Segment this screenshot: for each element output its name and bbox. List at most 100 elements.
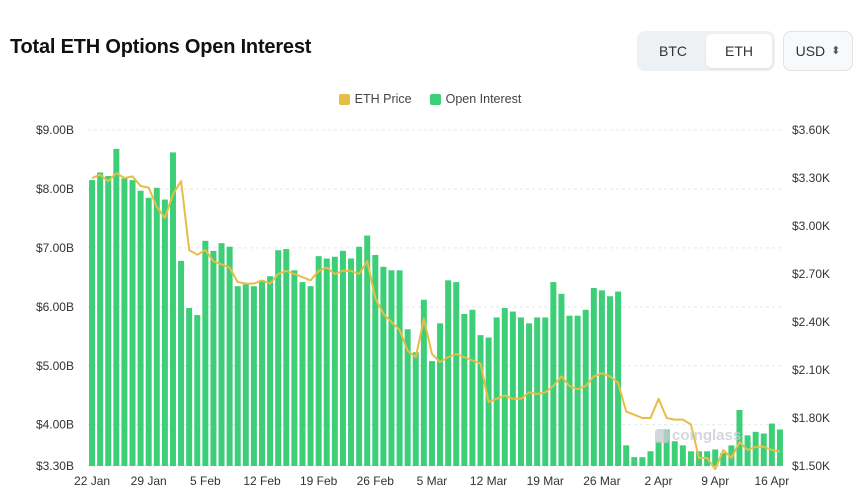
oi-bar xyxy=(356,246,363,466)
oi-bar xyxy=(145,197,152,466)
oi-bar xyxy=(291,270,298,466)
legend-label-price: ETH Price xyxy=(354,92,412,106)
legend-item-open-interest[interactable]: Open Interest xyxy=(429,92,522,106)
oi-bar xyxy=(736,410,743,466)
oi-bar xyxy=(517,317,524,466)
oi-bar xyxy=(186,308,193,466)
y-right-tick-label: $3.30K xyxy=(792,171,830,185)
page-title: Total ETH Options Open Interest xyxy=(10,36,312,58)
chevron-up-down-icon: ⬍ xyxy=(831,44,841,57)
oi-bar xyxy=(267,276,274,466)
currency-select[interactable]: USD ⬍ xyxy=(783,31,853,71)
coinglass-logo-icon xyxy=(655,428,669,443)
legend-item-price[interactable]: ETH Price xyxy=(338,92,412,106)
oi-bar xyxy=(615,291,622,466)
watermark-text: coinglass xyxy=(672,427,742,444)
oi-bar xyxy=(275,250,282,466)
oi-bar xyxy=(558,293,565,466)
y-left-tick-label: $8.00B xyxy=(36,182,74,196)
oi-bar xyxy=(574,315,581,466)
oi-bar xyxy=(534,317,541,466)
y-left-tick-label: $4.00B xyxy=(36,418,74,432)
oi-bar xyxy=(331,256,338,466)
oi-bar xyxy=(372,254,379,466)
y-right-tick-label: $2.40K xyxy=(792,315,830,329)
y-left-tick-label: $7.00B xyxy=(36,241,74,255)
oi-bar xyxy=(493,317,500,466)
legend-swatch-open-interest xyxy=(429,93,441,105)
x-tick-label: 26 Mar xyxy=(583,474,620,488)
oi-bar xyxy=(194,315,201,466)
oi-bar xyxy=(461,313,468,466)
tab-btc[interactable]: BTC xyxy=(659,43,687,59)
oi-bar xyxy=(404,329,411,466)
oi-bar xyxy=(380,266,387,466)
y-right-tick-label: $2.70K xyxy=(792,267,830,281)
oi-bar xyxy=(639,457,646,466)
y-left-tick-label: $5.00B xyxy=(36,359,74,373)
oi-bar xyxy=(453,282,460,466)
oi-bar xyxy=(218,243,225,466)
price-line xyxy=(91,172,781,471)
x-tick-label: 5 Mar xyxy=(417,474,448,488)
oi-bar xyxy=(509,311,516,466)
oi-bar xyxy=(420,299,427,466)
y-right-tick-label: $3.60K xyxy=(792,123,830,137)
oi-bar xyxy=(663,429,670,466)
y-left-tick-label: $3.30B xyxy=(36,459,74,473)
oi-bar xyxy=(712,449,719,466)
oi-bar xyxy=(364,235,371,466)
oi-bar xyxy=(469,309,476,466)
tab-eth[interactable]: ETH xyxy=(706,34,772,68)
y-right-tick-label: $1.50K xyxy=(792,459,830,473)
oi-bar xyxy=(299,282,306,466)
oi-bar xyxy=(388,270,395,466)
oi-bar xyxy=(582,309,589,466)
x-tick-label: 9 Apr xyxy=(701,474,729,488)
oi-bar xyxy=(105,175,112,466)
x-tick-label: 29 Jan xyxy=(131,474,167,488)
oi-bar xyxy=(607,296,613,466)
oi-bar xyxy=(307,286,314,466)
y-right-tick-label: $3.00K xyxy=(792,219,830,233)
x-tick-label: 12 Mar xyxy=(470,474,507,488)
oi-bar xyxy=(776,429,783,466)
oi-bar xyxy=(323,258,330,466)
oi-bar xyxy=(752,431,759,466)
oi-bar xyxy=(631,457,638,466)
oi-bar xyxy=(445,280,452,466)
oi-bar xyxy=(137,190,144,466)
x-tick-label: 19 Mar xyxy=(527,474,564,488)
chart-legend: ETH Price Open Interest xyxy=(0,92,860,106)
oi-bar xyxy=(728,445,735,466)
oi-bar xyxy=(169,152,176,466)
oi-bar xyxy=(234,286,241,466)
oi-bar xyxy=(760,433,767,466)
oi-bar xyxy=(687,451,694,466)
legend-label-open-interest: Open Interest xyxy=(445,92,522,106)
currency-label: USD xyxy=(795,43,826,59)
oi-bar xyxy=(202,240,209,466)
oi-bar xyxy=(178,260,185,466)
oi-bar xyxy=(566,315,573,466)
oi-bar xyxy=(259,280,265,466)
oi-bar xyxy=(89,180,96,466)
oi-bar xyxy=(679,445,686,466)
oi-bar xyxy=(655,441,662,466)
oi-bar xyxy=(210,250,217,466)
oi-bar xyxy=(768,423,775,466)
oi-bar xyxy=(283,249,290,466)
oi-bar xyxy=(647,451,654,466)
oi-bar xyxy=(348,258,355,466)
x-tick-label: 5 Feb xyxy=(190,474,221,488)
oi-bar xyxy=(437,323,444,466)
oi-bar xyxy=(339,250,346,466)
oi-bar xyxy=(226,246,233,466)
oi-bar xyxy=(129,180,136,466)
oi-bar xyxy=(315,256,322,466)
y-right-tick-label: $1.80K xyxy=(792,411,830,425)
oi-bar xyxy=(623,445,630,466)
oi-bar xyxy=(113,148,120,466)
oi-bar xyxy=(550,282,557,466)
